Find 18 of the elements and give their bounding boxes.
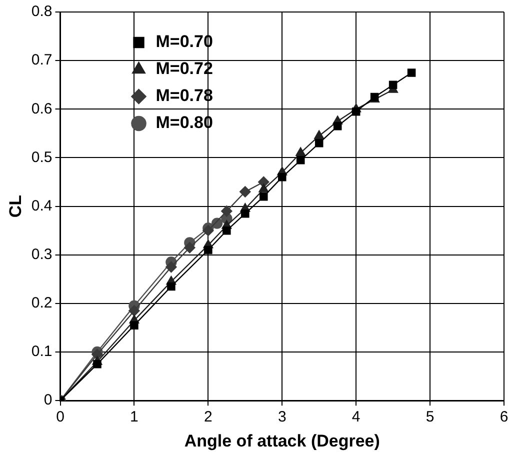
x-axis-title: Angle of attack (Degree) [184,431,380,450]
y-tick-label: 0.8 [31,3,52,20]
x-tick-label: 4 [352,408,360,426]
y-tick-label: 0.5 [31,148,52,166]
y-tick-label: 0.4 [31,197,52,214]
x-tick-label: 3 [278,408,286,426]
y-tick-label: 0.1 [31,343,52,360]
y-tick-label: 0 [44,392,52,409]
y-tick-label: 0.2 [31,294,52,312]
y-tick-label: 0.6 [31,100,52,118]
x-tick-label: 1 [130,408,138,426]
y-tick-label: 0.3 [31,246,52,264]
y-axis-title: CL [6,194,25,218]
y-tick-label: 0.7 [31,52,52,69]
x-tick-label: 2 [204,408,212,426]
x-tick-label: 5 [426,408,434,426]
x-tick-label: 0 [56,408,64,426]
x-tick-label: 6 [500,408,508,426]
